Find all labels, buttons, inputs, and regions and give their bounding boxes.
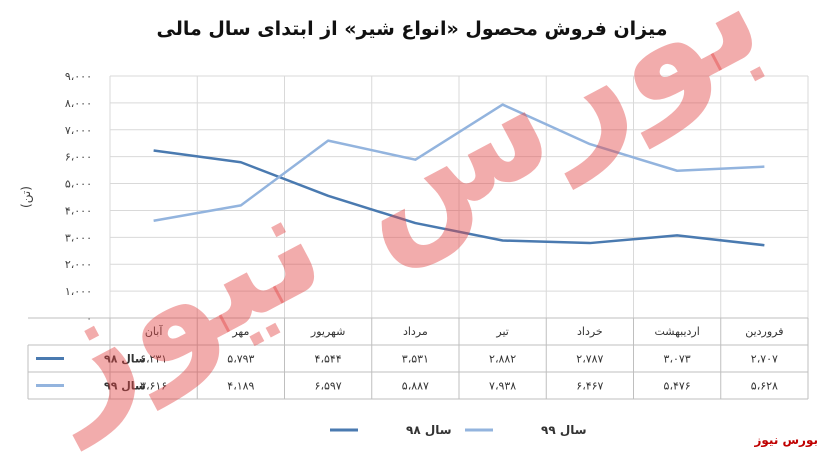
table-value: ۳،۶۱۶: [140, 380, 167, 393]
table-value: ۴،۱۸۹: [227, 380, 254, 393]
y-tick-label: ۸،۰۰۰: [65, 97, 92, 110]
series-line: [153, 103, 765, 223]
series-line: [153, 149, 765, 247]
y-tick-label: ۳،۰۰۰: [65, 231, 92, 244]
table-value: ۴،۵۴۴: [315, 353, 342, 366]
y-tick-label: ۷،۰۰۰: [65, 124, 92, 137]
legend-label: سال ۹۸: [406, 423, 452, 437]
table-value: ۵،۶۲۸: [751, 380, 778, 393]
table-value: ۵،۸۸۷: [402, 380, 429, 393]
category-label: خرداد: [577, 325, 603, 338]
y-axis-label: (تن): [19, 186, 34, 208]
category-label: تیر: [495, 325, 508, 338]
y-tick-label: ۶،۰۰۰: [65, 151, 92, 164]
table-series-name: سال ۹۸: [104, 353, 146, 366]
y-tick-label: ۲،۰۰۰: [65, 258, 92, 271]
table-value: ۲،۷۸۷: [576, 353, 603, 366]
y-tick-label: ۹،۰۰۰: [65, 70, 92, 83]
category-label: اردیبهشت: [654, 325, 699, 338]
table-value: ۲،۸۸۲: [489, 353, 516, 366]
legend-label: سال ۹۹: [541, 423, 587, 437]
y-tick-label: ۴،۰۰۰: [65, 204, 92, 217]
category-label: مرداد: [403, 325, 428, 338]
table-series-name: سال ۹۹: [104, 380, 146, 393]
plot-grid: ۰۱،۰۰۰۲،۰۰۰۳،۰۰۰۴،۰۰۰۵،۰۰۰۶،۰۰۰۷،۰۰۰۸،۰۰…: [65, 70, 809, 325]
y-tick-label: ۵،۰۰۰: [65, 178, 92, 191]
table-value: ۶،۲۳۱: [140, 353, 167, 366]
category-label: شهریور: [310, 325, 345, 338]
table-value: ۵،۷۹۳: [227, 353, 254, 366]
source-label: بورس نیوز: [754, 433, 818, 447]
y-tick-label: ۱،۰۰۰: [65, 285, 92, 298]
chart-title: میزان فروش محصول «انواع شیر» از ابتدای س…: [156, 18, 668, 40]
table-value: ۷،۹۳۸: [489, 380, 516, 393]
table-value: ۵،۴۷۶: [664, 380, 691, 393]
category-label: مهر: [231, 325, 249, 338]
legend: سال ۹۸ سال ۹۹: [330, 423, 587, 437]
table-value: ۶،۵۹۷: [315, 380, 342, 393]
table-value: ۲،۷۰۷: [751, 353, 778, 366]
category-label: فروردین: [745, 325, 783, 338]
table-value: ۳،۵۳۱: [402, 353, 429, 366]
data-table: فروردین اردیبهشت خرداد تیر مرداد شهریور مهر آبا…: [27, 317, 809, 400]
table-value: ۶،۴۶۷: [576, 380, 603, 393]
series-lines: [153, 103, 765, 247]
table-value: ۳،۰۷۳: [664, 353, 691, 366]
category-label: آبان: [145, 324, 163, 338]
